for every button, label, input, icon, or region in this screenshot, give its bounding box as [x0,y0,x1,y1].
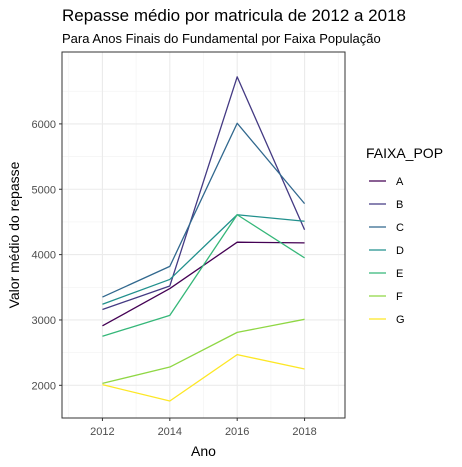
y-tick-label: 2000 [32,380,56,392]
y-tick-label: 5000 [32,184,56,196]
series-line-C [102,122,306,298]
chart-title: Repasse médio por matricula de 2012 a 20… [62,6,406,25]
plot-border [61,51,346,419]
legend-label-A: A [396,176,404,188]
legend-label-B: B [396,199,403,211]
series-line-F [102,318,305,384]
series-line-G [102,353,305,402]
x-tick-label: 2018 [292,426,316,438]
series-line-E [102,214,305,337]
y-tick-label: 4000 [32,250,56,262]
y-axis-title: Valor médio do repasse [6,161,22,308]
legend-label-F: F [396,291,403,303]
y-tick-label: 6000 [32,119,56,131]
legend-label-C: C [396,222,404,234]
x-tick-label: 2014 [158,426,182,438]
legend-title: FAIXA_POP [366,145,443,161]
series-line-D [102,214,305,305]
series-line-B [102,76,306,311]
grid [62,52,345,418]
x-axis: 2012 2014 2016 2018 [90,418,317,438]
x-tick-label: 2012 [90,426,114,438]
x-axis-title: Ano [191,443,216,459]
series-lines [102,76,306,402]
legend-label-D: D [396,245,404,257]
y-axis: 2000 3000 4000 5000 6000 [32,119,62,392]
y-tick-label: 3000 [32,315,56,327]
legend-label-E: E [396,268,403,280]
legend-label-G: G [396,314,405,326]
x-tick-label: 2016 [225,426,249,438]
chart-subtitle: Para Anos Finais do Fundamental por Faix… [62,31,381,46]
